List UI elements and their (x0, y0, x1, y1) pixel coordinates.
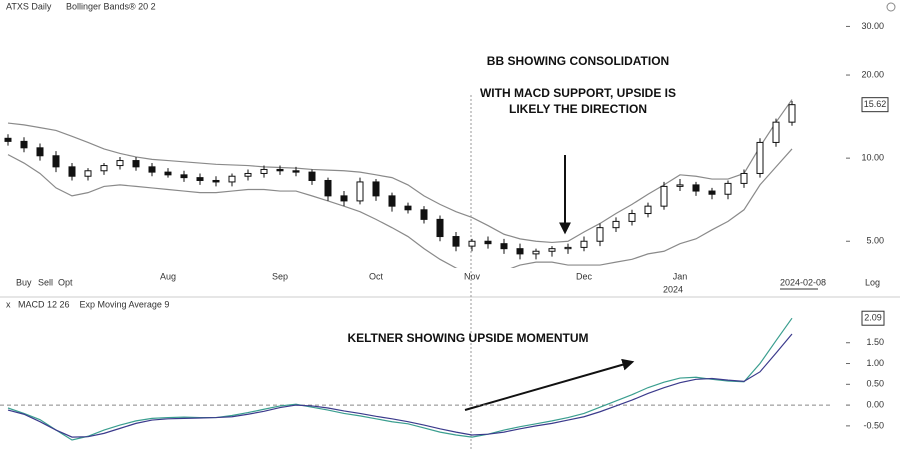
y-tick-label: 30.00 (861, 21, 884, 31)
candle-body (308, 171, 316, 181)
candle-body (164, 171, 172, 176)
candle-body (580, 240, 588, 248)
candle-body (628, 213, 636, 222)
buy-button[interactable]: Buy (16, 277, 32, 287)
candle-body (100, 165, 108, 172)
candle-body (756, 141, 764, 174)
x-tick-label: Sep (272, 271, 288, 281)
plot-area (0, 317, 832, 441)
x-tick-label: Jan (673, 271, 688, 281)
candle-body (356, 181, 364, 202)
y-tick-label: 5.00 (866, 236, 884, 246)
candle-body (84, 170, 92, 177)
candle-body (484, 240, 492, 245)
sell-button[interactable]: Sell (38, 277, 53, 287)
year-label: 2024 (663, 284, 683, 294)
candle-body (388, 195, 396, 207)
candle-body (500, 243, 508, 250)
candle-body (788, 104, 796, 123)
candle-body (228, 175, 236, 183)
y-tick-label: -0.50 (863, 420, 884, 430)
candle-body (276, 168, 284, 172)
annotation: LIKELY THE DIRECTION (509, 102, 647, 116)
candle-body (708, 190, 716, 195)
chart-subtitle: Bollinger Bands® 20 2 (66, 1, 156, 11)
y-tick-label: 1.50 (866, 337, 884, 347)
candle-body (516, 248, 524, 255)
scale-label[interactable]: Log (865, 277, 880, 287)
candle-body (532, 250, 540, 255)
candle-body (148, 166, 156, 173)
candle-body (52, 155, 60, 168)
candle-body (548, 248, 556, 252)
candle-body (116, 160, 124, 167)
x-tick-label: Aug (160, 271, 176, 281)
candle-body (644, 205, 652, 215)
last-value-box (861, 97, 889, 113)
candle-body (676, 184, 684, 187)
candle-body (660, 185, 668, 207)
candle-body (20, 140, 28, 149)
last-value-box (861, 310, 885, 326)
series-line (7, 333, 793, 438)
candle-body (324, 179, 332, 197)
last-value-label: 2.09 (864, 313, 882, 323)
candle-body (68, 166, 76, 177)
x-tick-label: Oct (369, 271, 384, 281)
candle-body (724, 182, 732, 195)
chart-title: ATXS Daily (6, 1, 52, 11)
annotation: BB SHOWING CONSOLIDATION (487, 54, 669, 68)
close-button[interactable]: x (6, 299, 11, 309)
y-tick-label: 20.00 (861, 69, 884, 79)
plot-area (4, 99, 796, 268)
x-tick-label: Nov (464, 271, 481, 281)
arrow (464, 358, 635, 411)
last-date: 2024-02-08 (780, 277, 826, 287)
candle-body (196, 177, 204, 181)
candle-body (36, 147, 44, 157)
candle-body (564, 246, 572, 250)
candle-body (596, 227, 604, 242)
opt-button[interactable]: Opt (58, 277, 73, 287)
candle-body (260, 168, 268, 174)
annotation: KELTNER SHOWING UPSIDE MOMENTUM (347, 331, 588, 345)
last-value-label: 15.62 (864, 99, 887, 109)
legend-entry: MACD 12 26 (18, 299, 70, 309)
candle-body (420, 209, 428, 220)
y-tick-label: 10.00 (861, 153, 884, 163)
series-line (7, 317, 793, 441)
candle-body (244, 172, 252, 177)
candle-body (436, 218, 444, 238)
candle-body (132, 160, 140, 168)
candle-body (180, 174, 188, 179)
series-line (7, 148, 793, 268)
candle-body (740, 172, 748, 184)
candle-body (340, 195, 348, 202)
settings-icon[interactable] (886, 2, 896, 12)
x-tick-label: Dec (576, 271, 593, 281)
candle-body (692, 184, 700, 192)
candle-body (4, 137, 12, 142)
y-tick-label: 0.00 (866, 399, 884, 409)
series-line (7, 99, 793, 244)
candle-body (612, 220, 620, 229)
y-tick-label: 1.00 (866, 358, 884, 368)
candle-body (292, 170, 300, 173)
y-tick-label: 0.50 (866, 379, 884, 389)
candle-body (372, 181, 380, 197)
candle-body (468, 240, 476, 247)
legend-entry: Exp Moving Average 9 (80, 299, 170, 309)
candle-body (772, 121, 780, 143)
candle-body (212, 179, 220, 183)
candle-body (404, 205, 412, 211)
candle-body (452, 236, 460, 247)
annotation: WITH MACD SUPPORT, UPSIDE IS (480, 86, 676, 100)
